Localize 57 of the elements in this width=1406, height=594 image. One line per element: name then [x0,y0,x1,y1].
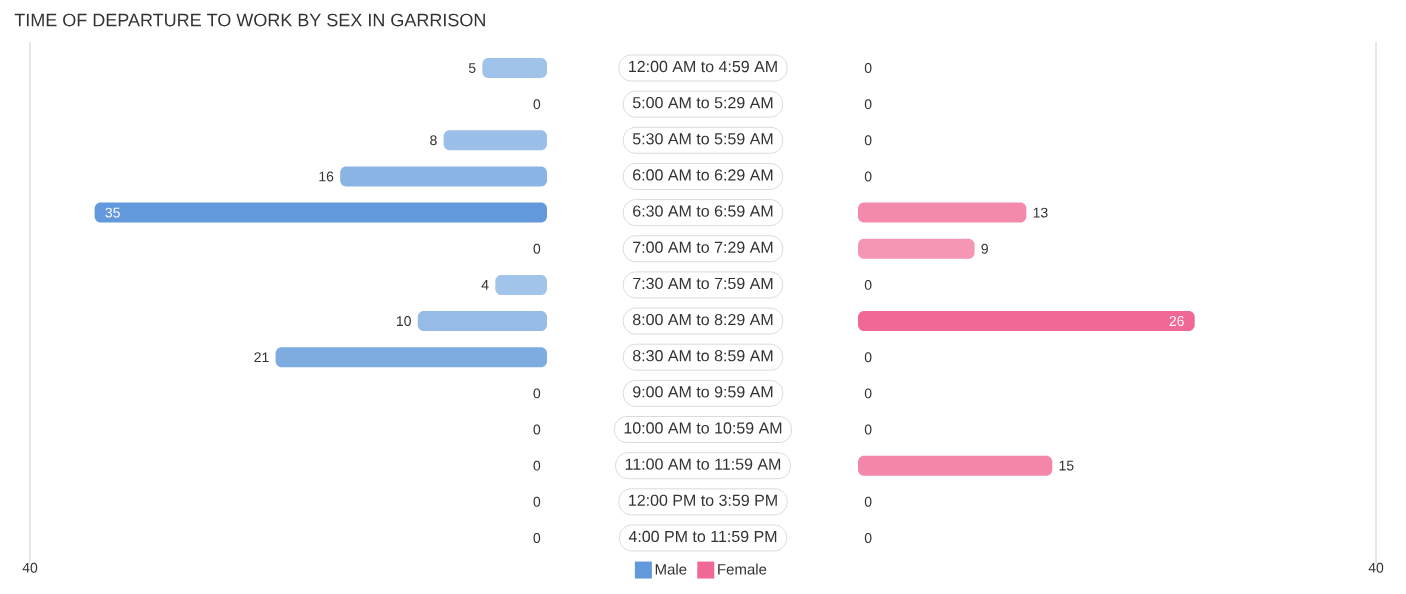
bar [858,238,975,259]
data-label: 26 [1169,316,1184,327]
bar [858,202,1027,223]
data-label: 8 [430,135,437,146]
data-label: 0 [533,533,541,543]
bar [858,311,1195,332]
y-tick-label: 5:30 AM to 5:59 AM [632,133,773,145]
legend-label: Male [655,563,687,575]
bar [495,274,547,295]
bar [443,130,547,151]
data-label: 21 [254,352,269,363]
y-tick-label: 12:00 AM to 4:59 AM [629,60,777,73]
bar [94,202,547,223]
y-tick-label: 12:00 PM to 3:59 PM [629,494,777,506]
data-label: 0 [864,63,872,73]
x-tick-label: 40 [1368,562,1384,573]
y-tick-label: 5:00 AM to 5:29 AM [632,96,773,109]
bar [340,166,547,187]
y-tick-label: 6:00 AM to 6:29 AM [633,169,773,181]
data-label: 0 [533,99,541,110]
data-label: 35 [105,207,120,218]
y-tick-label: 9:00 AM to 9:59 AM [633,386,773,398]
y-tick-label: 7:30 AM to 7:59 AM [633,277,773,290]
data-label: 0 [533,388,541,399]
data-label: 0 [533,460,541,471]
chart-title: TIME OF DEPARTURE TO WORK BY SEX IN GARRISON [14,13,485,27]
bar [417,311,547,332]
data-label: 0 [864,388,872,399]
y-tick-label: 7:00 AM to 7:29 AM [633,241,773,253]
data-label: 0 [864,424,872,435]
data-label: 15 [1059,460,1074,471]
data-label: 0 [864,352,872,363]
y-tick-label: 4:00 PM to 11:59 PM [628,530,777,543]
data-label: 0 [864,99,872,110]
bar [275,347,547,368]
data-label: 0 [864,533,872,543]
x-tick-label: 40 [22,562,38,573]
data-label: 0 [864,496,872,507]
y-tick-label: 10:00 AM to 10:59 AM [624,422,782,434]
y-tick-label: 11:00 AM to 11:59 AM [625,458,781,470]
y-tick-label: 6:30 AM to 6:59 AM [633,205,773,217]
data-label: 9 [981,243,988,254]
bar [482,58,547,78]
bar [858,455,1053,476]
data-label: 0 [533,424,541,435]
data-label: 0 [864,135,872,146]
data-label: 0 [864,171,872,182]
data-label: 10 [396,316,411,327]
data-label: 16 [319,171,334,182]
y-tick-label: 8:00 AM to 8:29 AM [632,313,773,326]
data-label: 4 [481,280,489,290]
y-tick-label: 8:30 AM to 8:59 AM [632,350,773,362]
data-label: 5 [468,63,476,73]
data-label: 0 [533,243,541,254]
data-label: 0 [864,279,872,290]
data-label: 13 [1033,207,1048,218]
data-label: 0 [533,496,541,507]
